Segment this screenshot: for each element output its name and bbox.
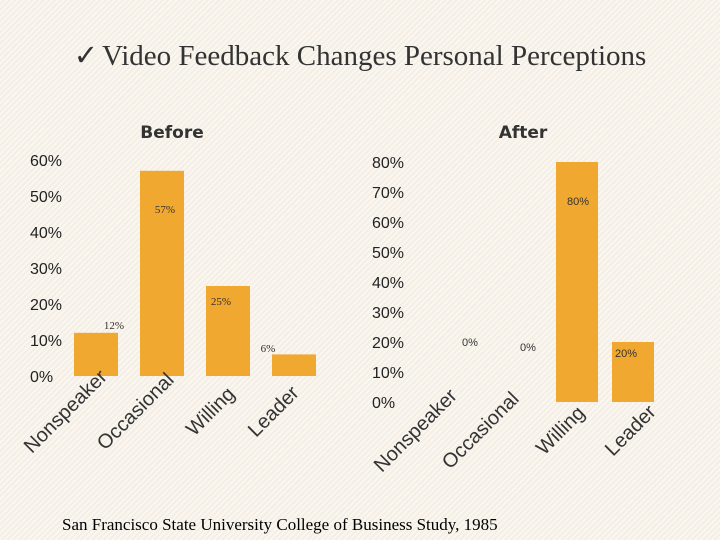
after-data-label: 80% xyxy=(567,196,589,208)
before-bar xyxy=(140,170,184,376)
checkmark-icon: ✓ xyxy=(73,40,98,72)
after-chart: After 0% 10% 20% 30% 40% 50% 60% 70% 80% 0% 0% 80% 20… xyxy=(370,123,661,477)
after-chart-title: After xyxy=(499,123,548,143)
before-y-tick-label: 0% xyxy=(30,369,53,386)
before-data-label: 25% xyxy=(211,296,231,308)
after-bar xyxy=(556,162,598,402)
before-category-label: Leader xyxy=(244,382,304,442)
after-y-tick-label: 40% xyxy=(372,275,404,292)
after-y-tick-label: 20% xyxy=(372,335,404,352)
after-data-label: 0% xyxy=(520,342,536,354)
before-y-tick-label: 20% xyxy=(30,297,62,314)
before-y-tick-label: 60% xyxy=(30,153,62,170)
after-y-tick-label: 10% xyxy=(372,365,404,382)
after-y-tick-label: 50% xyxy=(372,245,404,262)
before-bar xyxy=(206,286,250,376)
after-y-tick-label: 80% xyxy=(372,155,404,172)
after-y-tick-label: 60% xyxy=(372,215,404,232)
after-category-label: Leader xyxy=(601,401,661,461)
slide-title-text: Video Feedback Changes Personal Percepti… xyxy=(102,40,647,72)
after-category-label: Willing xyxy=(532,402,589,459)
before-bar xyxy=(74,332,118,376)
after-data-label: 20% xyxy=(615,348,637,360)
slide-title: ✓ Video Feedback Changes Personal Percept… xyxy=(0,38,720,73)
before-y-tick-label: 40% xyxy=(30,225,62,242)
before-y-tick-label: 30% xyxy=(30,261,62,278)
before-y-tick-label: 50% xyxy=(30,189,62,206)
before-category-label: Willing xyxy=(182,383,239,440)
source-footer: San Francisco State University College o… xyxy=(62,515,498,534)
before-data-label: 12% xyxy=(104,320,124,332)
before-data-label: 57% xyxy=(155,204,175,216)
before-chart: Before0%10%20%30%40%50%60%12%57%25%6%Non… xyxy=(20,123,316,458)
after-data-label: 0% xyxy=(462,337,478,349)
after-y-tick-label: 30% xyxy=(372,305,404,322)
before-y-tick-label: 10% xyxy=(30,333,62,350)
before-data-label: 6% xyxy=(261,343,276,355)
after-y-tick-label: 70% xyxy=(372,185,404,202)
after-bar xyxy=(612,342,654,402)
after-y-tick-label: 0% xyxy=(372,395,395,412)
before-bar xyxy=(272,354,316,376)
before-chart-title: Before xyxy=(140,123,203,143)
